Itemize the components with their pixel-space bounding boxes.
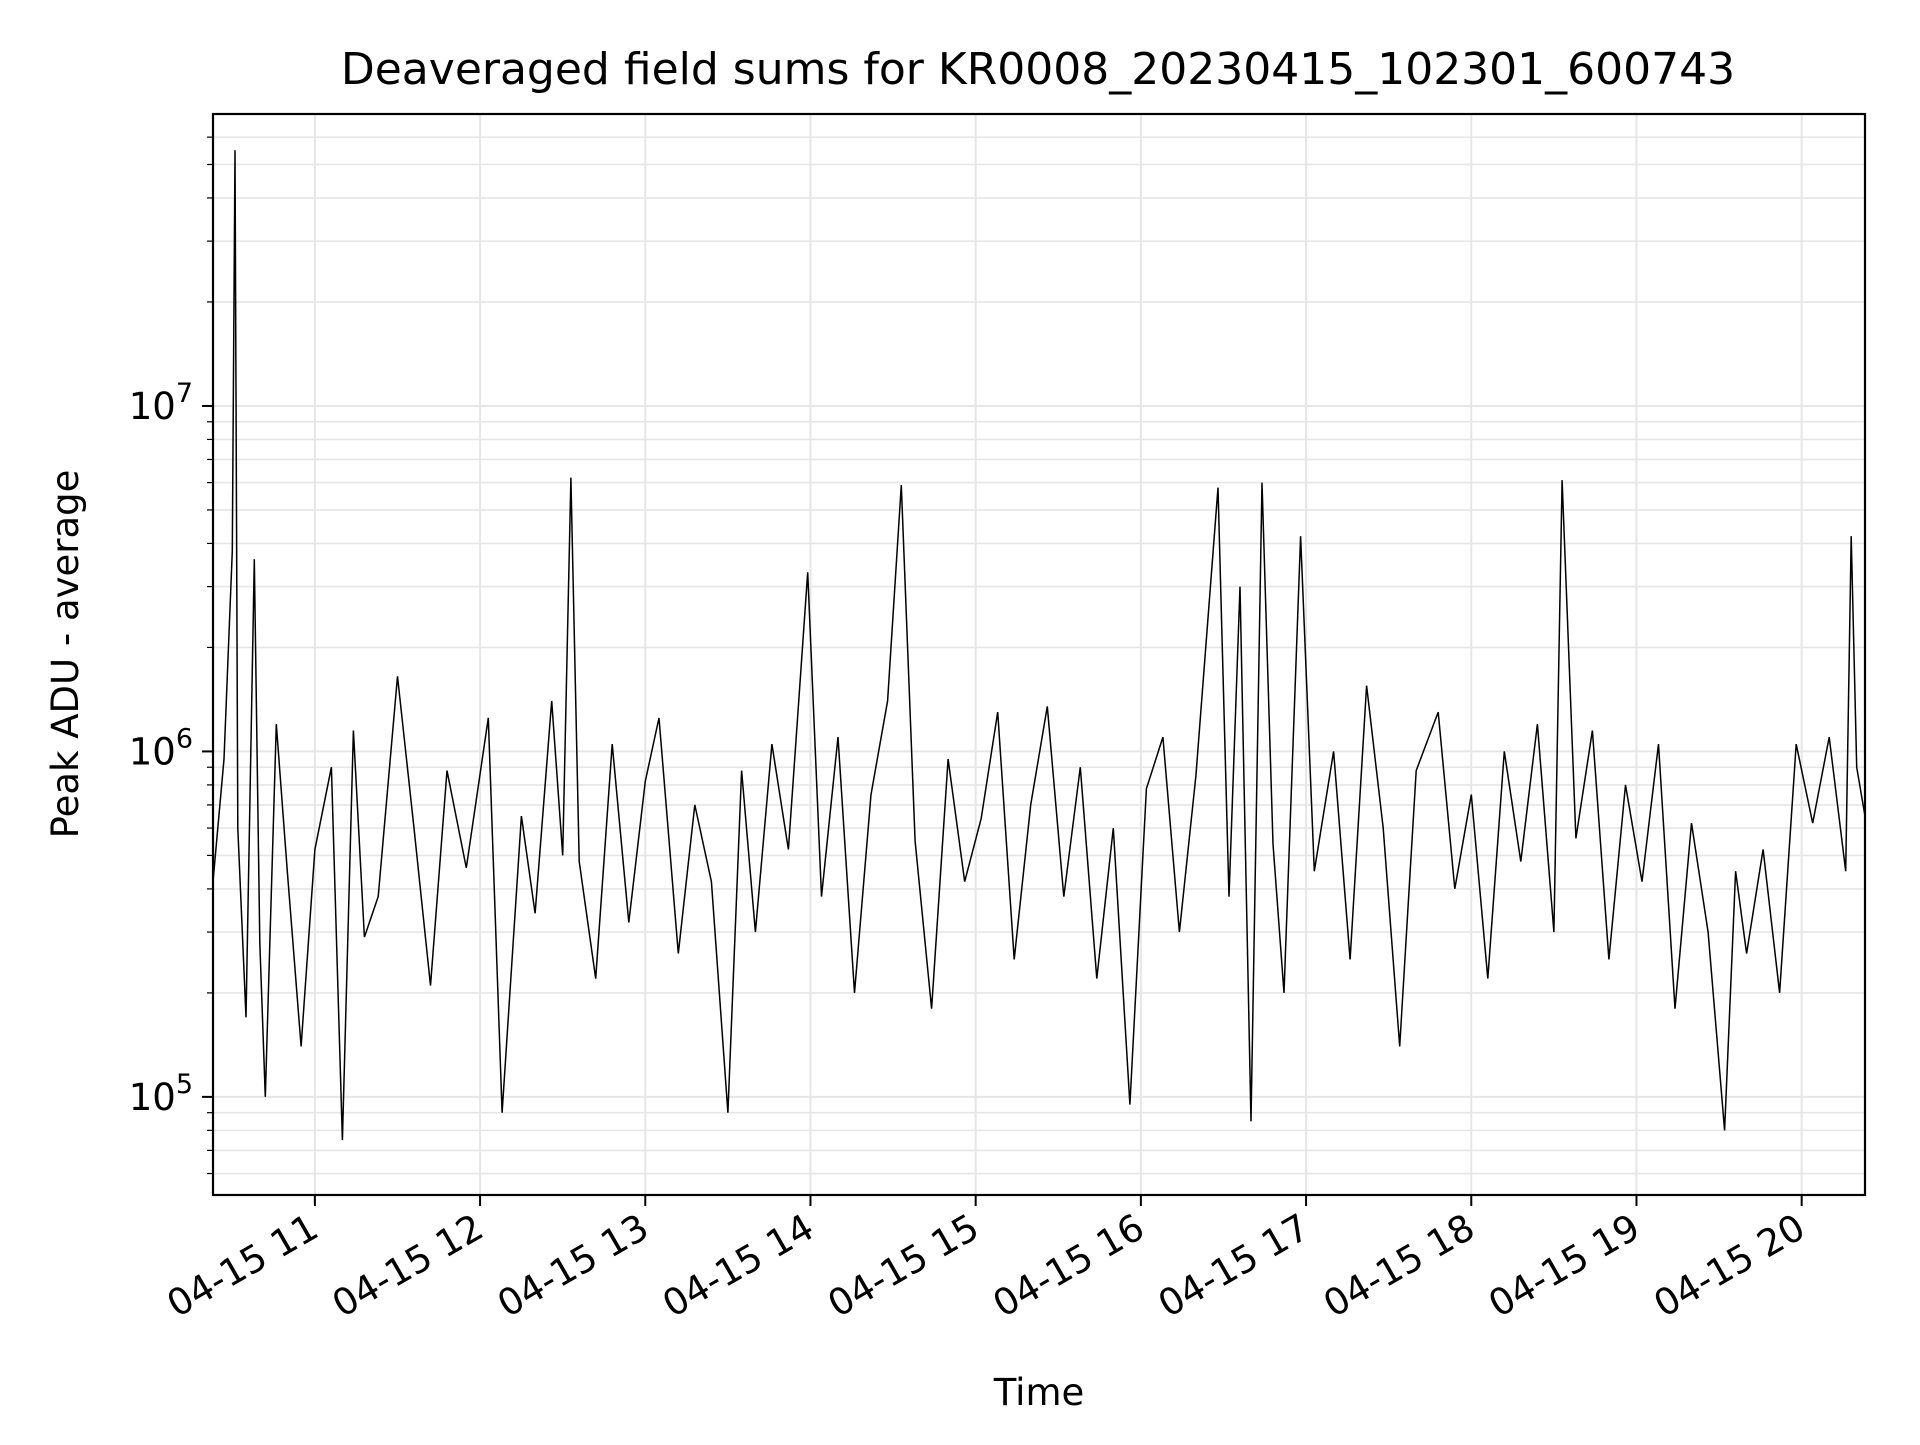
chart-title: Deaveraged field sums for KR0008_2023041… (341, 44, 1735, 95)
x-tick-label: 04-15 20 (1647, 1206, 1813, 1326)
y-tick-label-base: 10 (129, 385, 176, 428)
y-tick-label-base: 10 (129, 730, 176, 773)
series-line (212, 150, 1866, 1141)
grid-lines (213, 114, 1865, 1195)
x-axis-label: Time (993, 1371, 1085, 1414)
y-tick-label: 106 (129, 723, 193, 773)
y-tick-label-exponent: 6 (176, 723, 193, 754)
y-tick-label: 105 (129, 1069, 193, 1119)
x-axis: 04-15 11 04-15 12 04-15 13 04-15 14 04-15 15… (160, 1195, 1812, 1326)
x-tick-label: 04-15 13 (490, 1206, 656, 1326)
x-tick-label: 04-15 12 (325, 1206, 491, 1326)
plot-frame (211, 112, 1867, 1197)
x-tick-label: 04-15 18 (1316, 1206, 1482, 1326)
x-tick-label: 04-15 19 (1481, 1206, 1647, 1326)
series-layer (212, 150, 1866, 1141)
y-tick-label-base: 10 (129, 1076, 176, 1119)
x-tick-label: 04-15 16 (986, 1206, 1152, 1326)
x-tick-label: 04-15 15 (821, 1206, 987, 1326)
y-tick-label: 107 (129, 378, 193, 428)
y-axis-label: Peak ADU - average (44, 470, 87, 839)
y-tick-label-exponent: 5 (176, 1069, 193, 1100)
x-tick-label: 04-15 17 (1151, 1206, 1317, 1326)
y-tick-label-exponent: 7 (176, 378, 193, 409)
x-tick-label: 04-15 14 (655, 1206, 821, 1326)
x-tick-label: 04-15 11 (160, 1206, 326, 1326)
